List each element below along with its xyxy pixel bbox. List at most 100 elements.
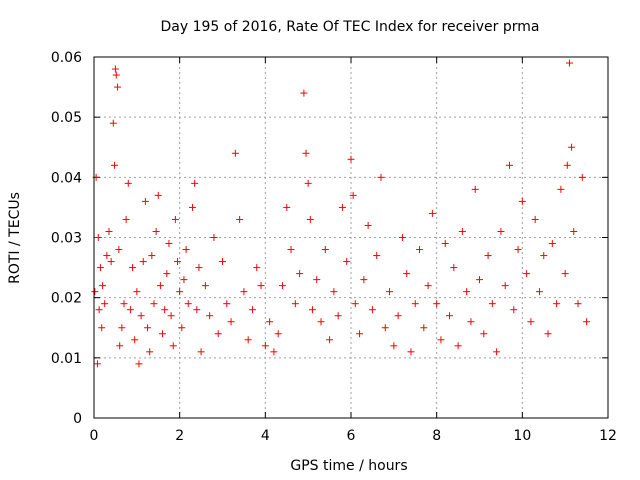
data-point [214,330,222,338]
data-point [283,203,291,211]
data-point [94,234,102,241]
data-point [356,330,364,338]
data-point [501,282,509,290]
data-point [583,318,591,326]
x-tick-label: 6 [347,428,356,444]
data-point [416,246,424,254]
data-point [96,264,104,272]
data-point [266,318,274,326]
data-point [167,312,175,320]
data-point [428,209,436,217]
data-point [161,306,169,314]
data-point [116,342,124,350]
data-point [115,246,123,254]
data-point [302,149,310,157]
data-point [152,227,160,235]
x-tick-label: 12 [599,428,617,444]
data-point [112,71,120,79]
data-point [377,173,385,181]
data-point [270,348,278,356]
data-point [93,360,101,368]
data-point [114,83,122,91]
data-point [231,149,239,157]
data-point [306,215,314,223]
data-point [407,348,415,356]
data-point [107,258,115,266]
data-point [278,282,286,290]
data-point [351,300,359,308]
data-point [420,324,428,332]
data-point [101,300,109,308]
data-point [433,300,441,308]
data-point [122,215,130,223]
data-point [131,336,139,344]
x-tick-label: 10 [513,428,531,444]
data-point [373,252,381,260]
data-point [454,342,462,350]
data-point [458,227,466,235]
data-point [565,59,573,67]
data-point [317,318,325,326]
data-point [253,264,261,272]
data-point [150,300,158,308]
data-point [321,246,329,254]
data-point [411,300,419,308]
data-point [334,312,342,320]
data-point [343,258,351,266]
data-point [484,252,492,260]
data-point [118,324,126,332]
data-point [386,288,394,296]
data-point [201,282,209,290]
data-point [403,270,411,278]
axis-ticks: 0 2 4 6 8 10 12 0 0.01 0.02 0.03 0.04 0.05 0.06 [51,50,617,444]
data-point [165,240,173,248]
data-point [563,161,571,169]
data-point [505,161,513,169]
data-point [390,342,398,350]
data-point [156,282,164,290]
data-point [98,324,106,332]
data-point [291,300,299,308]
data-point [169,342,177,350]
data-point [163,270,171,278]
data-point [300,89,308,97]
data-point [148,252,156,260]
data-point [578,173,586,181]
data-point [195,264,203,272]
data-point [347,155,355,163]
data-point [159,330,167,338]
data-point [424,282,432,290]
data-point [139,258,147,266]
data-point [308,306,316,314]
plot-frame [93,56,609,419]
data-point [182,246,190,254]
data-point [257,282,265,290]
y-tick-label: 0 [73,411,82,427]
data-point [206,312,214,320]
data-point [349,191,357,199]
data-point [144,324,152,332]
data-point [146,348,154,356]
data-point [95,306,103,314]
data-point [261,342,269,350]
data-point [248,306,256,314]
data-point [531,215,539,223]
data-point [446,312,454,320]
grid-lines [94,57,608,418]
data-point [274,330,282,338]
data-point [193,306,201,314]
data-point [450,264,458,272]
data-point [326,336,334,344]
y-tick-label: 0.03 [51,231,82,247]
data-point [120,300,128,308]
data-point [480,330,488,338]
data-point [476,276,483,284]
data-point [227,318,235,326]
data-point [437,336,445,344]
data-point [296,270,304,278]
data-point [557,185,565,193]
data-point [568,143,576,151]
x-tick-label: 2 [175,428,184,444]
y-tick-label: 0.04 [51,170,82,186]
